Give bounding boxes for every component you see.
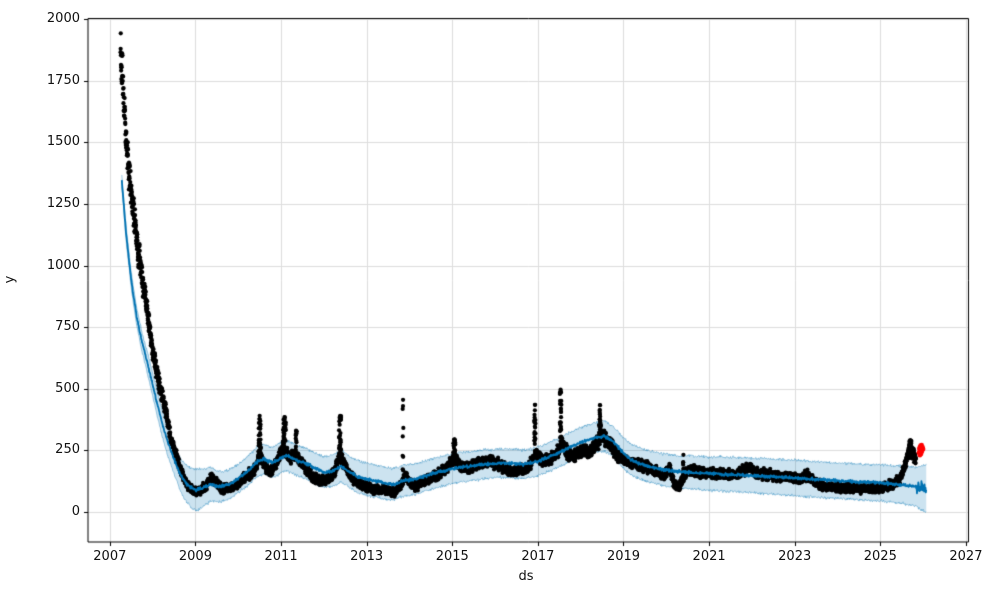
y-tick-label: 250 [55,442,80,458]
x-axis-label: ds [518,569,534,584]
y-tick-label: 2000 [46,11,80,27]
y-tick-label: 1250 [46,196,80,211]
x-tick-label: 2009 [178,549,212,564]
y-axis-label: y [2,275,18,284]
y-tick-label: 750 [55,319,80,335]
y-tick-label: 500 [55,380,80,396]
y-tick-label: 1000 [46,257,80,273]
x-tick-label: 2007 [93,549,127,564]
y-tick-label: 0 [71,503,80,519]
y-tick-label: 1750 [46,72,80,88]
x-tick-label: 2013 [350,549,384,564]
x-tick-label: 2021 [692,549,726,564]
x-tick-label: 2027 [949,549,983,564]
x-tick-label: 2025 [863,549,897,564]
x-tick-label: 2015 [435,549,469,564]
y-tick-label: 1500 [46,134,80,150]
x-tick-label: 2023 [778,549,812,564]
x-tick-label: 2019 [606,549,641,564]
x-tick-label: 2017 [521,549,555,564]
x-tick-label: 2011 [264,549,298,564]
